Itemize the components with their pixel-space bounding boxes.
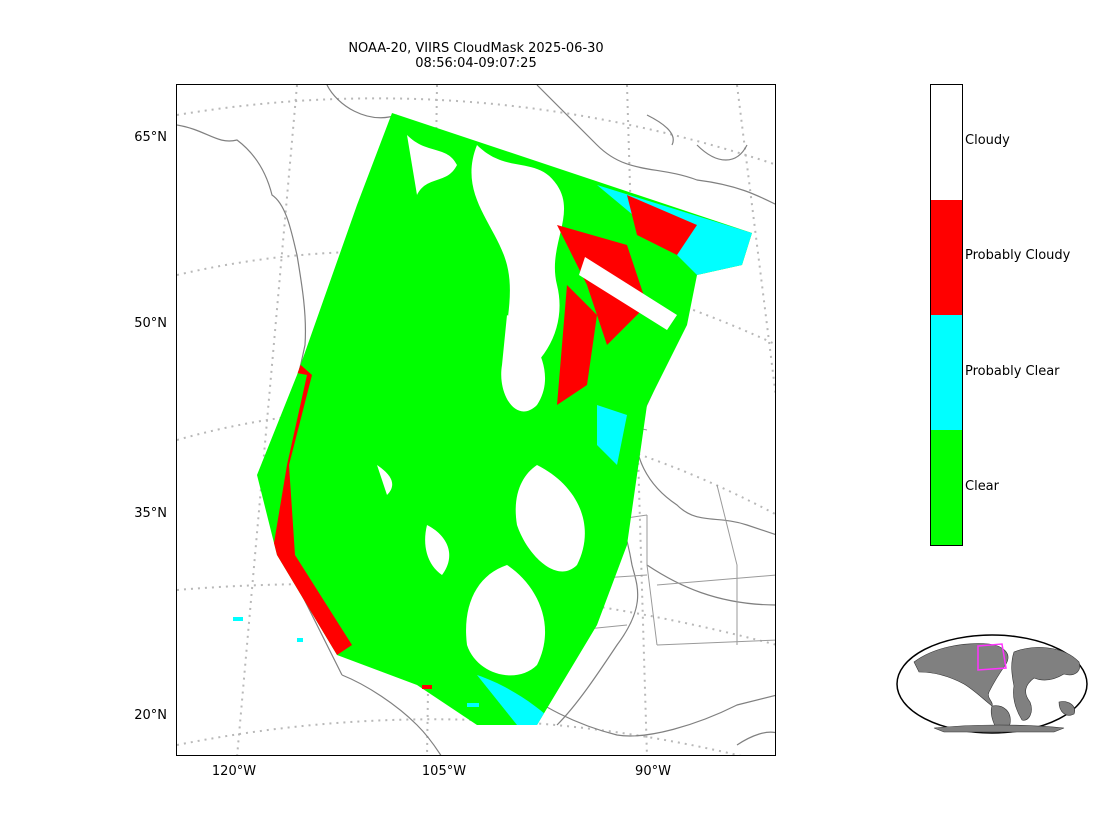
cloudmask-swath [233, 113, 752, 725]
colorbar-label-clear: Clear [965, 479, 999, 494]
inset-map [896, 634, 1088, 734]
lat-label-20n: 20°N [134, 708, 167, 723]
inset-globe [894, 632, 1090, 740]
lon-label-105w: 105°W [421, 764, 467, 779]
colorbar-swatch-cloudy [931, 85, 962, 200]
lat-label-35n: 35°N [134, 506, 167, 521]
colorbar-swatch-clear [931, 430, 962, 545]
inset-swath-outline [977, 643, 1007, 671]
colorbar-label-cloudy: Cloudy [965, 133, 1010, 148]
colorbar-swatch-probably-cloudy [931, 200, 962, 315]
colorbar-label-probably-cloudy: Probably Cloudy [965, 248, 1071, 263]
lon-label-120w: 120°W [211, 764, 257, 779]
lat-label-65n: 65°N [134, 130, 167, 145]
colorbar-swatch-probably-clear [931, 315, 962, 430]
map-title-line1: NOAA-20, VIIRS CloudMask 2025-06-30 [348, 41, 604, 56]
map-panel [176, 84, 776, 756]
map-canvas [177, 85, 775, 755]
map-title-line2: 08:56:04-09:07:25 [415, 56, 537, 71]
lon-label-90w: 90°W [635, 764, 671, 779]
lat-label-50n: 50°N [134, 316, 167, 331]
colorbar [930, 84, 963, 546]
colorbar-label-probably-clear: Probably Clear [965, 364, 1060, 379]
